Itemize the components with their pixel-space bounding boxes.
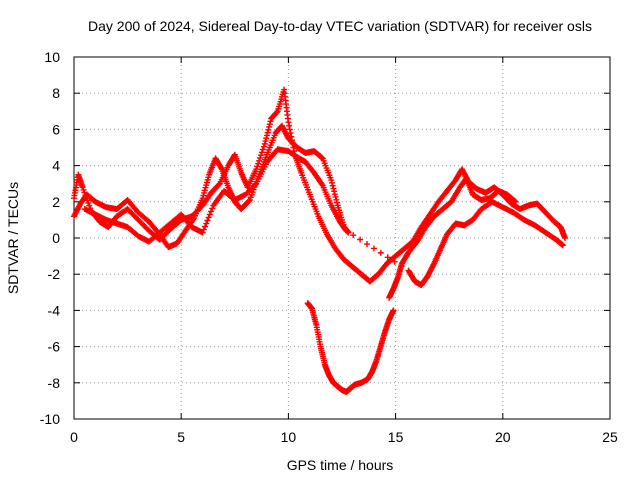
- data-point: [260, 143, 267, 150]
- data-point: [357, 236, 364, 243]
- y-tick-label: -2: [48, 266, 61, 282]
- series-track-c: [81, 146, 566, 289]
- x-axis-label: GPS time / hours: [287, 457, 394, 473]
- data-point: [258, 149, 265, 156]
- y-tick-label: 0: [52, 230, 60, 246]
- data-point: [328, 179, 335, 186]
- data-point: [252, 181, 259, 188]
- data-point: [332, 193, 339, 200]
- data-point: [256, 157, 263, 164]
- data-point: [266, 121, 273, 128]
- data-point: [215, 181, 222, 188]
- axis-ticks: [73, 56, 611, 420]
- data-point: [511, 197, 518, 204]
- y-tick-label: 4: [52, 158, 60, 174]
- data-point: [261, 140, 268, 147]
- data-point: [262, 138, 269, 145]
- x-tick-label: 5: [177, 429, 185, 445]
- data-point: [265, 126, 272, 133]
- data-point: [329, 182, 336, 189]
- x-tick-labels: 0 5 10 15 20 25: [70, 429, 618, 445]
- series-track-d: [386, 175, 519, 301]
- data-point: [370, 245, 377, 252]
- data-point: [255, 160, 262, 167]
- data-point: [264, 129, 271, 136]
- x-tick-label: 25: [602, 429, 618, 445]
- data-point: [377, 249, 384, 256]
- data-point: [254, 163, 261, 170]
- y-tick-label: 2: [52, 194, 60, 210]
- y-tick-label: -8: [48, 375, 61, 391]
- data-point: [328, 177, 335, 184]
- y-tick-label: -4: [48, 302, 61, 318]
- data-point: [206, 211, 213, 218]
- data-point: [263, 132, 270, 139]
- y-tick-labels: 10 8 6 4 2 0 -2 -4 -6 -8 -10: [40, 49, 60, 427]
- data-point: [288, 133, 295, 140]
- series-track-b: [71, 86, 568, 285]
- data-point: [333, 199, 340, 206]
- y-tick-label: 8: [52, 85, 60, 101]
- data-point: [286, 126, 293, 133]
- data-point: [202, 223, 209, 230]
- data-point: [266, 123, 273, 130]
- data-point: [391, 258, 398, 265]
- y-tick-label: -10: [40, 411, 60, 427]
- data-point: [384, 254, 391, 261]
- data-point: [209, 205, 216, 212]
- data-point: [350, 232, 357, 239]
- data-point: [286, 122, 293, 129]
- x-tick-label: 0: [70, 429, 78, 445]
- data-point: [561, 235, 568, 241]
- data-point: [204, 217, 211, 224]
- y-tick-label: 6: [52, 121, 60, 137]
- x-tick-label: 20: [495, 429, 511, 445]
- data-point: [343, 227, 350, 234]
- data-point: [333, 196, 340, 203]
- data-point: [318, 154, 325, 161]
- data-point: [199, 229, 206, 236]
- y-tick-label: -6: [48, 339, 61, 355]
- data-point: [390, 307, 397, 314]
- data-point: [285, 119, 292, 126]
- data-point: [290, 144, 297, 151]
- data-point: [263, 135, 270, 142]
- data-point: [512, 198, 519, 205]
- chart-title: Day 200 of 2024, Sidereal Day-to-day VTE…: [88, 18, 592, 34]
- x-tick-label: 10: [281, 429, 297, 445]
- data-point: [342, 226, 349, 233]
- data-point: [258, 152, 265, 159]
- data-points: [71, 86, 568, 395]
- data-point: [253, 166, 260, 173]
- grid: [74, 57, 610, 419]
- data-point: [245, 197, 252, 204]
- x-tick-label: 15: [388, 429, 404, 445]
- data-point: [207, 208, 214, 215]
- data-point: [288, 137, 295, 144]
- data-point: [331, 188, 338, 195]
- series-track-a: [71, 122, 352, 251]
- data-point: [273, 109, 280, 116]
- y-tick-label: 10: [44, 49, 60, 65]
- series-track-e: [304, 300, 397, 395]
- data-point: [257, 154, 264, 161]
- data-point: [205, 214, 212, 221]
- data-point: [287, 130, 294, 137]
- data-point: [259, 146, 266, 153]
- y-axis-label: SDTVAR / TECUs: [5, 182, 21, 294]
- data-point: [267, 118, 274, 125]
- data-point: [330, 185, 337, 192]
- data-point: [203, 220, 210, 227]
- data-point: [200, 226, 207, 233]
- data-point: [559, 242, 566, 249]
- data-point: [331, 191, 338, 198]
- data-point: [289, 140, 296, 147]
- data-point: [364, 241, 371, 248]
- data-point: [218, 165, 225, 172]
